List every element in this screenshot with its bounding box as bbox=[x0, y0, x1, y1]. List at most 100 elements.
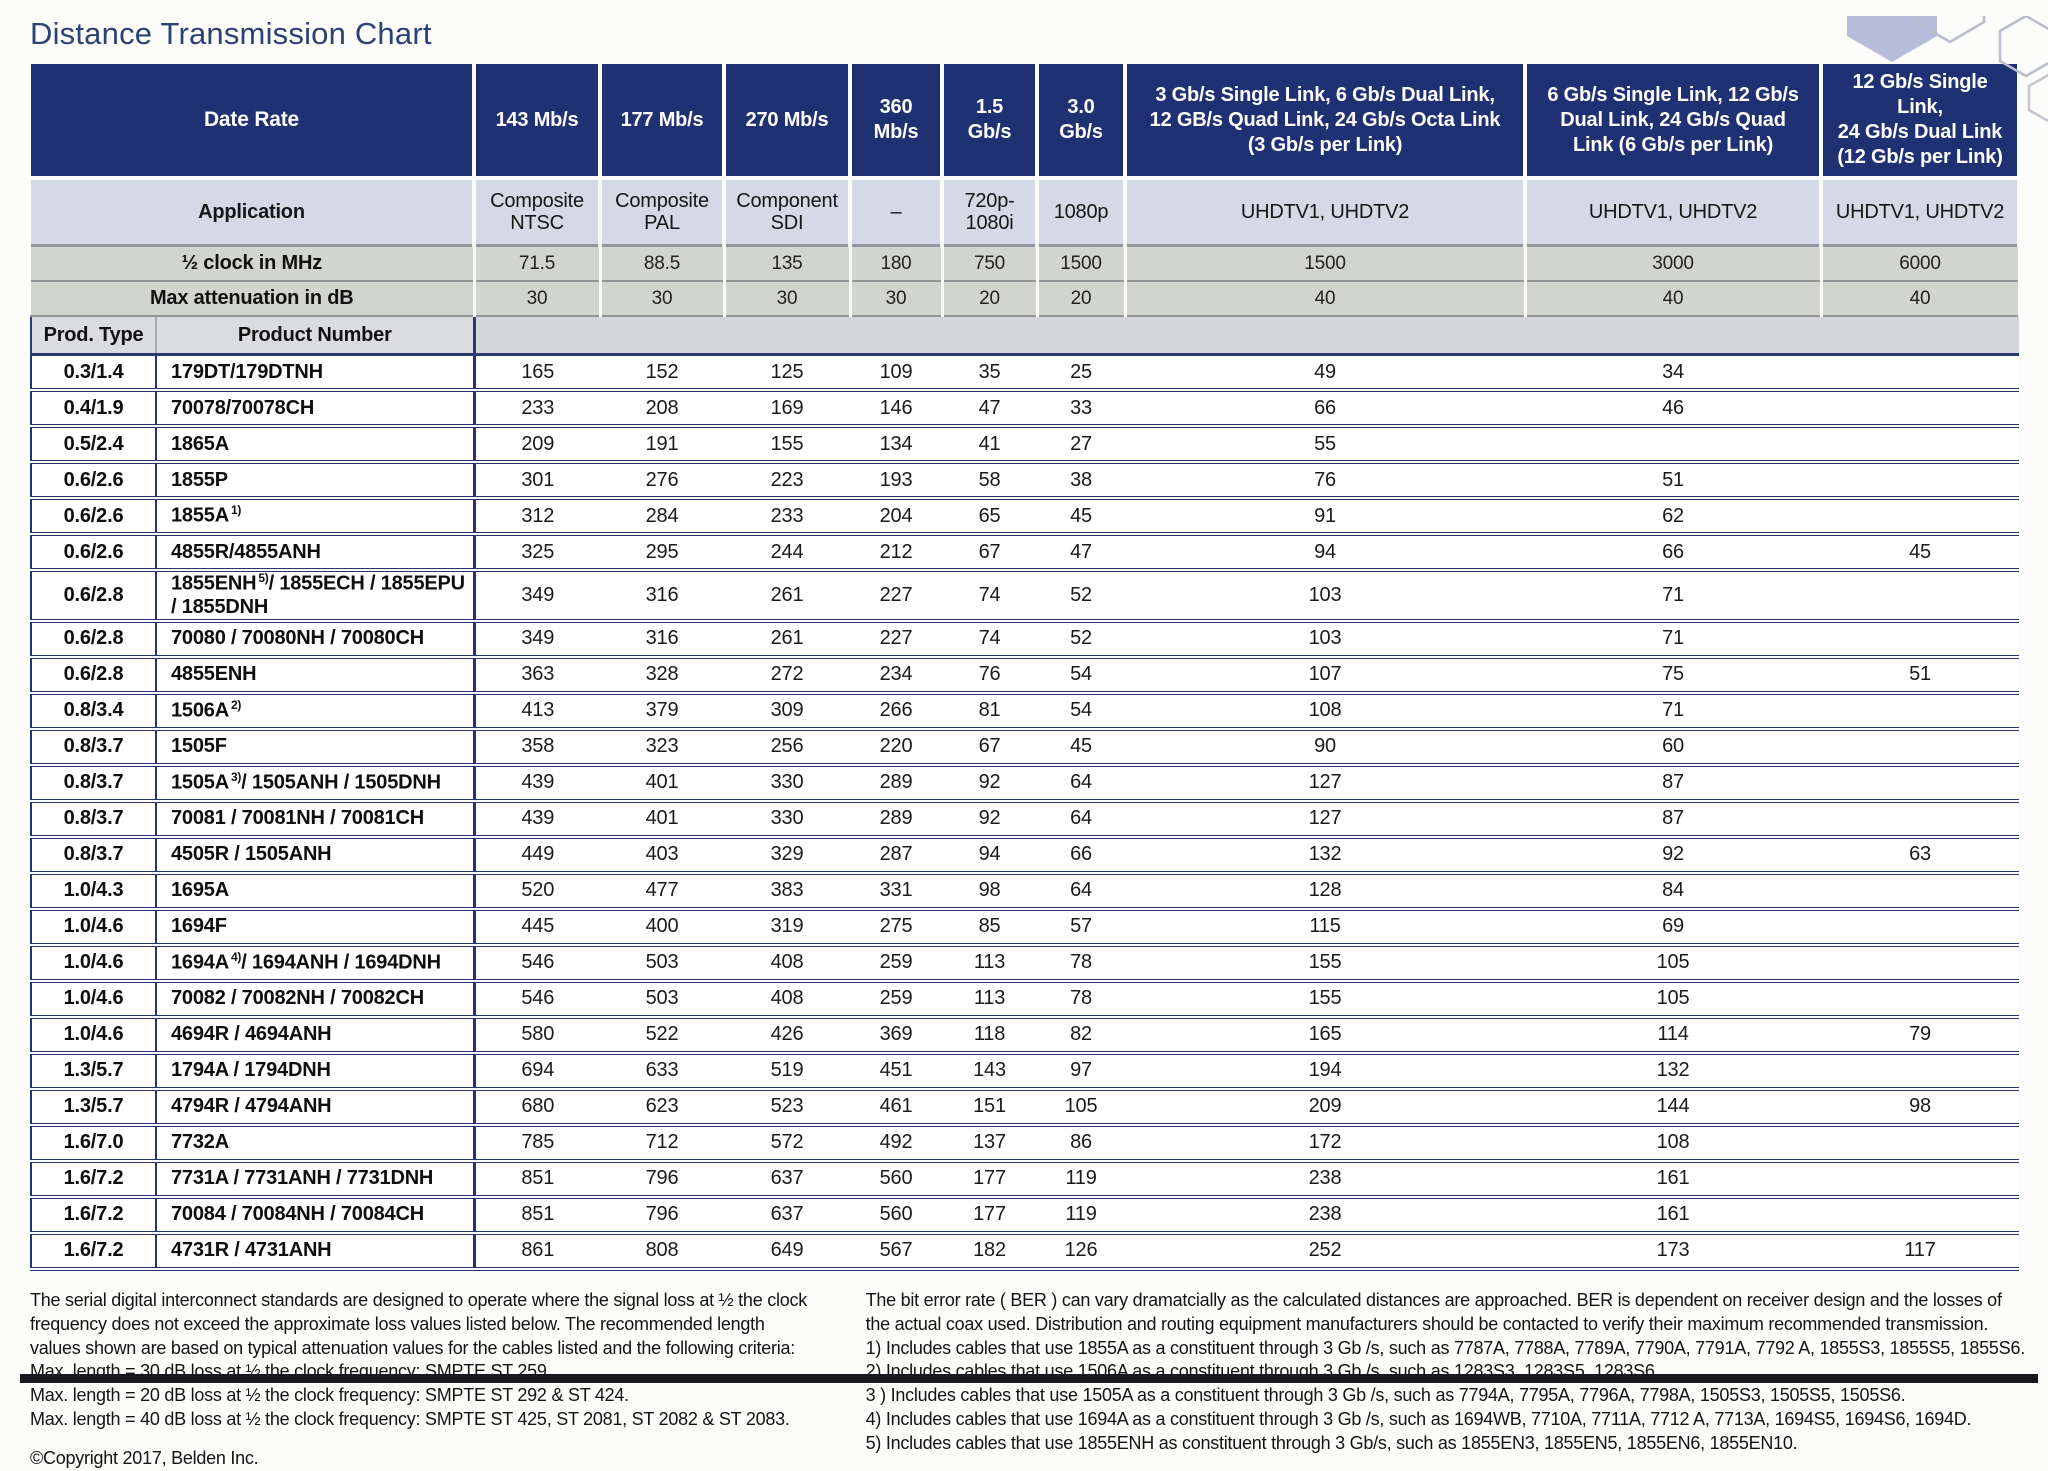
distance-value-cell: 238 bbox=[1125, 1160, 1526, 1199]
rate-col-header: 6 Gb/s Single Link, 12 Gb/s Dual Link, 2… bbox=[1525, 64, 1824, 180]
distance-value-cell: 64 bbox=[1037, 764, 1126, 803]
distance-value-cell: 234 bbox=[850, 656, 943, 695]
distance-value-cell: 309 bbox=[724, 692, 851, 731]
hexagon-outline-icon bbox=[2027, 73, 2048, 123]
footnote-line: 5) Includes cables that use 1855ENH as c… bbox=[865, 1433, 1798, 1454]
product-number-cell: 70080 / 70080NH / 70080CH bbox=[156, 620, 476, 659]
distance-value-cell: 401 bbox=[600, 800, 725, 839]
distance-value-cell: 451 bbox=[850, 1052, 943, 1091]
product-number-cell: 4794R / 4794ANH bbox=[156, 1088, 476, 1127]
application-col-cell: UHDTV1, UHDTV2 bbox=[1125, 178, 1528, 247]
distance-value-cell: 439 bbox=[474, 800, 601, 839]
distance-value-cell: 259 bbox=[850, 944, 943, 983]
data-rate-row: Date Rate 143 Mb/s 177 Mb/s 270 Mb/s 360… bbox=[31, 64, 2022, 180]
prod-type-cell: 1.0/4.6 bbox=[30, 980, 157, 1019]
half-clock-value-cell: 88.5 bbox=[600, 245, 726, 282]
distance-value-cell: 519 bbox=[724, 1052, 851, 1091]
distance-value-cell: 34 bbox=[1525, 354, 1822, 392]
distance-value-cell: 155 bbox=[1125, 944, 1526, 983]
product-number-cell: 4694R / 4694ANH bbox=[156, 1016, 476, 1055]
product-number-cell: 1695A bbox=[156, 872, 476, 911]
distance-value-cell: 144 bbox=[1525, 1088, 1822, 1127]
prod-type-cell: 1.0/4.6 bbox=[30, 1016, 157, 1055]
footnote-marker: 2) bbox=[230, 697, 242, 712]
half-clock-value-cell: 3000 bbox=[1525, 245, 1823, 282]
half-clock-value-cell: 1500 bbox=[1125, 245, 1527, 282]
half-clock-value-cell: 180 bbox=[850, 245, 944, 282]
distance-value-cell: 127 bbox=[1125, 764, 1526, 803]
distance-value-cell: 173 bbox=[1525, 1232, 1822, 1271]
distance-value-cell: 114 bbox=[1525, 1016, 1822, 1055]
hexagon-pattern-icon bbox=[1847, 16, 2048, 123]
distance-value-cell: 108 bbox=[1125, 692, 1526, 731]
distance-value-cell: 67 bbox=[942, 534, 1038, 572]
distance-value-cell: 97 bbox=[1037, 1052, 1126, 1091]
hexagon-outline-icon bbox=[1914, 16, 1986, 44]
distance-value-cell: 113 bbox=[942, 980, 1038, 1019]
prod-type-cell: 0.6/2.8 bbox=[30, 620, 157, 659]
distance-value-cell: 118 bbox=[942, 1016, 1038, 1055]
max-attenuation-header: Max attenuation in dB bbox=[31, 281, 476, 317]
distance-value-cell: 119 bbox=[1037, 1196, 1126, 1235]
distance-value-cell: 92 bbox=[942, 764, 1038, 803]
distance-value-cell: 47 bbox=[942, 390, 1038, 428]
distance-value-cell: 522 bbox=[600, 1016, 725, 1055]
half-clock-header: ½ clock in MHz bbox=[31, 245, 476, 282]
distance-value-cell: 63 bbox=[1821, 836, 2020, 875]
product-number-cell: 4731R / 4731ANH bbox=[156, 1232, 476, 1271]
product-number-cell: 1506A 2) bbox=[156, 692, 476, 731]
distance-value-cell: 82 bbox=[1037, 1016, 1126, 1055]
header-spacer bbox=[474, 316, 2020, 356]
footnote-line: 3 ) Includes cables that use 1505A as a … bbox=[865, 1385, 1906, 1406]
prod-type-header: Prod. Type bbox=[30, 316, 157, 356]
table-header: Date Rate 143 Mb/s 177 Mb/s 270 Mb/s 360… bbox=[30, 64, 2022, 356]
distance-value-cell: 125 bbox=[724, 354, 851, 392]
attenuation-value-cell: 30 bbox=[600, 281, 726, 317]
prod-type-cell: 0.6/2.6 bbox=[30, 498, 157, 536]
product-number-cell: 1694A 4)/ 1694ANH / 1694DNH bbox=[156, 944, 476, 983]
distance-value-cell: 155 bbox=[724, 426, 851, 464]
distance-value-cell: 238 bbox=[1125, 1196, 1526, 1235]
table-row: 0.6/2.6 4855R/4855ANH 325 295 244 212 67 47 94 66… bbox=[30, 534, 2020, 572]
distance-value-cell: 461 bbox=[850, 1088, 943, 1127]
distance-value-cell: 851 bbox=[474, 1196, 601, 1235]
distance-value-cell: 796 bbox=[600, 1160, 725, 1199]
distance-value-cell: 712 bbox=[600, 1124, 725, 1163]
distance-value-cell: 580 bbox=[474, 1016, 601, 1055]
distance-value-cell: 623 bbox=[600, 1088, 725, 1127]
distance-value-cell: 316 bbox=[600, 570, 725, 623]
distance-value-cell: 560 bbox=[850, 1196, 943, 1235]
application-row: Application Composite NTSC Composite PAL… bbox=[31, 178, 2022, 247]
distance-value-cell: 107 bbox=[1125, 656, 1526, 695]
distance-value-cell: 71 bbox=[1525, 692, 1822, 731]
distance-value-cell bbox=[1821, 800, 2020, 839]
distance-value-cell bbox=[1821, 1196, 2020, 1235]
distance-value-cell: 60 bbox=[1525, 728, 1822, 767]
product-number-cell: 70081 / 70081NH / 70081CH bbox=[156, 800, 476, 839]
distance-value-cell: 62 bbox=[1525, 498, 1822, 536]
distance-value-cell bbox=[1821, 620, 2020, 659]
distance-value-cell: 52 bbox=[1037, 570, 1126, 623]
distance-value-cell: 177 bbox=[942, 1160, 1038, 1199]
distance-value-cell bbox=[1821, 498, 2020, 536]
application-col-cell: Composite PAL bbox=[600, 178, 727, 247]
prod-type-cell: 0.8/3.7 bbox=[30, 800, 157, 839]
product-number-cell: 1505F bbox=[156, 728, 476, 767]
distance-value-cell: 78 bbox=[1037, 944, 1126, 983]
distance-value-cell: 523 bbox=[724, 1088, 851, 1127]
prod-type-cell: 1.0/4.6 bbox=[30, 908, 157, 947]
distance-value-cell: 55 bbox=[1125, 426, 1526, 464]
prod-type-cell: 0.8/3.7 bbox=[30, 764, 157, 803]
distance-value-cell: 161 bbox=[1525, 1160, 1822, 1199]
criteria-line: Max. length = 20 dB loss at ½ the clock … bbox=[30, 1385, 629, 1406]
distance-value-cell: 27 bbox=[1037, 426, 1126, 464]
distance-value-cell: 105 bbox=[1525, 980, 1822, 1019]
distance-value-cell: 155 bbox=[1125, 980, 1526, 1019]
prod-type-cell: 1.6/7.2 bbox=[30, 1160, 157, 1199]
distance-value-cell: 272 bbox=[724, 656, 851, 695]
distance-value-cell: 64 bbox=[1037, 872, 1126, 911]
distance-value-cell: 861 bbox=[474, 1232, 601, 1271]
distance-value-cell: 233 bbox=[724, 498, 851, 536]
prod-type-cell: 1.6/7.0 bbox=[30, 1124, 157, 1163]
distance-value-cell: 172 bbox=[1125, 1124, 1526, 1163]
